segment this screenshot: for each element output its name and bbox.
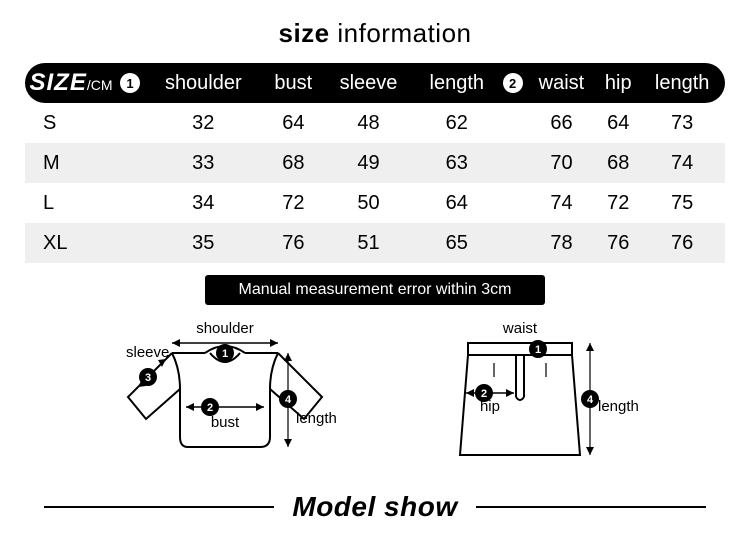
measurement-note: Manual measurement error within 3cm xyxy=(205,275,545,305)
table-cell: 73 xyxy=(639,103,725,143)
table-row: M33684963706874 xyxy=(25,143,725,183)
table-row: L34725064747275 xyxy=(25,183,725,223)
table-cell xyxy=(117,183,143,223)
table-cell xyxy=(500,183,526,223)
table-cell: 64 xyxy=(264,103,323,143)
svg-text:sleeve: sleeve xyxy=(126,344,169,361)
table-row: XL35765165787676 xyxy=(25,223,725,263)
table-cell: 74 xyxy=(639,143,725,183)
col-shoulder: shoulder xyxy=(143,63,264,103)
title-bold: size xyxy=(279,18,330,48)
svg-text:bust: bust xyxy=(211,414,240,431)
table-cell: 66 xyxy=(526,103,598,143)
table-cell: 75 xyxy=(639,183,725,223)
col-sleeve: sleeve xyxy=(323,63,414,103)
table-cell: L xyxy=(25,183,117,223)
svg-text:length: length xyxy=(296,410,337,427)
svg-text:3: 3 xyxy=(145,372,151,384)
model-show-label: Model show xyxy=(292,491,457,523)
col-size: SIZE/CM xyxy=(25,63,117,103)
table-cell: S xyxy=(25,103,117,143)
table-cell xyxy=(117,103,143,143)
size-unit: /CM xyxy=(87,77,113,93)
table-cell xyxy=(500,223,526,263)
col-waist: waist xyxy=(526,63,598,103)
table-cell: 64 xyxy=(597,103,639,143)
svg-text:4: 4 xyxy=(587,394,594,406)
diagram-top: shoulder 1 sleeve 3 bust 2 xyxy=(110,319,340,469)
model-show-divider: Model show xyxy=(0,487,750,523)
table-cell: 72 xyxy=(264,183,323,223)
col-bust: bust xyxy=(264,63,323,103)
divider-left xyxy=(44,506,274,508)
table-cell: 70 xyxy=(526,143,598,183)
table-cell: 72 xyxy=(597,183,639,223)
table-cell: 68 xyxy=(264,143,323,183)
badge-2: 2 xyxy=(500,63,526,103)
table-cell: XL xyxy=(25,223,117,263)
table-row: S32644862666473 xyxy=(25,103,725,143)
title-rest: information xyxy=(330,18,472,48)
table-cell xyxy=(117,223,143,263)
table-cell: 62 xyxy=(414,103,500,143)
svg-text:waist: waist xyxy=(502,320,538,337)
table-cell xyxy=(117,143,143,183)
table-cell: 63 xyxy=(414,143,500,183)
badge-1: 1 xyxy=(117,63,143,103)
divider-right xyxy=(476,506,706,508)
svg-text:length: length xyxy=(598,398,639,415)
diagram-skirt: waist 1 hip 2 4 length xyxy=(430,319,640,469)
table-cell: 34 xyxy=(143,183,264,223)
svg-text:2: 2 xyxy=(481,388,487,400)
svg-text:shoulder: shoulder xyxy=(196,320,254,337)
svg-text:1: 1 xyxy=(222,348,228,360)
table-cell: 33 xyxy=(143,143,264,183)
table-cell: 76 xyxy=(264,223,323,263)
table-cell: 50 xyxy=(323,183,414,223)
col-length-top: length xyxy=(414,63,500,103)
col-hip: hip xyxy=(597,63,639,103)
table-cell: 74 xyxy=(526,183,598,223)
table-cell: 65 xyxy=(414,223,500,263)
table-cell: M xyxy=(25,143,117,183)
svg-text:2: 2 xyxy=(207,402,213,414)
table-cell: 76 xyxy=(639,223,725,263)
table-cell xyxy=(500,143,526,183)
table-cell: 64 xyxy=(414,183,500,223)
diagrams: shoulder 1 sleeve 3 bust 2 xyxy=(0,319,750,487)
table-cell: 35 xyxy=(143,223,264,263)
table-body: S32644862666473M33684963706874L347250647… xyxy=(25,103,725,263)
svg-text:1: 1 xyxy=(535,344,541,356)
svg-text:4: 4 xyxy=(285,394,292,406)
page-title: size information xyxy=(0,0,750,63)
table-cell: 78 xyxy=(526,223,598,263)
size-label: SIZE xyxy=(29,69,86,96)
table-header-row: SIZE/CM 1 shoulder bust sleeve length 2 … xyxy=(25,63,725,103)
col-length-bottom: length xyxy=(639,63,725,103)
table-cell: 68 xyxy=(597,143,639,183)
table-cell: 32 xyxy=(143,103,264,143)
table-cell: 76 xyxy=(597,223,639,263)
table-cell: 49 xyxy=(323,143,414,183)
table-cell xyxy=(500,103,526,143)
table-cell: 51 xyxy=(323,223,414,263)
table-cell: 48 xyxy=(323,103,414,143)
size-table: SIZE/CM 1 shoulder bust sleeve length 2 … xyxy=(25,63,725,263)
